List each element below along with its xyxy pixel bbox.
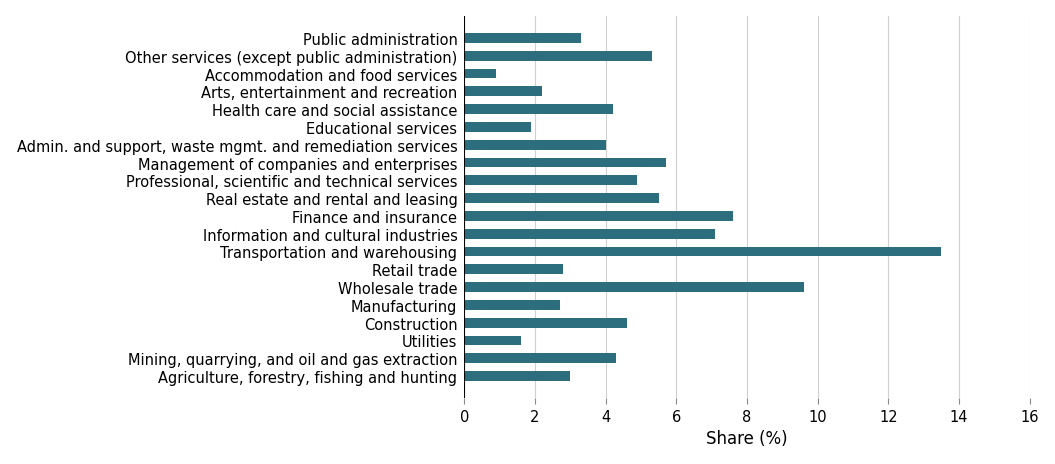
Bar bbox=[464, 87, 542, 97]
Bar bbox=[464, 229, 715, 239]
Bar bbox=[464, 141, 606, 150]
Bar bbox=[464, 354, 616, 363]
Bar bbox=[464, 371, 570, 381]
Bar bbox=[464, 52, 651, 62]
Bar bbox=[464, 158, 666, 168]
Bar bbox=[464, 265, 563, 275]
Bar bbox=[464, 247, 941, 257]
Bar bbox=[464, 283, 803, 292]
Bar bbox=[464, 105, 613, 115]
Bar bbox=[464, 34, 580, 44]
X-axis label: Share (%): Share (%) bbox=[706, 429, 787, 447]
Bar bbox=[464, 70, 496, 79]
Bar bbox=[464, 176, 637, 186]
Bar bbox=[464, 336, 520, 346]
Bar bbox=[464, 123, 532, 133]
Bar bbox=[464, 194, 658, 204]
Bar bbox=[464, 212, 732, 221]
Bar bbox=[464, 318, 627, 328]
Bar bbox=[464, 300, 559, 310]
